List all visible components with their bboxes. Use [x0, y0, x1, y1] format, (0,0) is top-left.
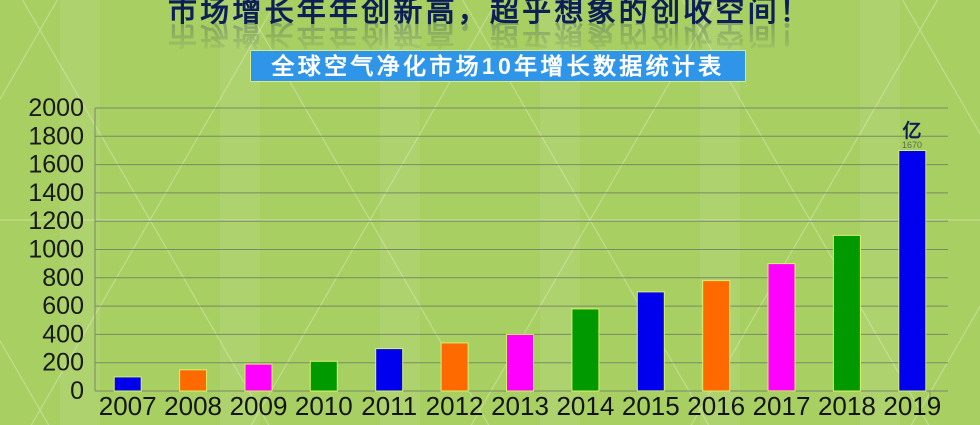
svg-text:2000: 2000: [28, 94, 84, 122]
svg-text:2017: 2017: [753, 391, 811, 421]
svg-text:2018: 2018: [818, 391, 876, 421]
svg-text:400: 400: [42, 320, 84, 348]
svg-text:2011: 2011: [361, 391, 417, 421]
svg-text:1600: 1600: [28, 151, 84, 179]
svg-text:亿: 亿: [902, 119, 921, 142]
svg-text:1200: 1200: [28, 207, 84, 235]
svg-text:1000: 1000: [28, 236, 84, 264]
svg-text:2010: 2010: [295, 391, 353, 421]
svg-text:2019: 2019: [883, 391, 941, 421]
svg-text:2016: 2016: [687, 391, 745, 421]
svg-text:600: 600: [42, 292, 84, 320]
svg-text:2015: 2015: [622, 391, 680, 421]
svg-text:0: 0: [70, 377, 84, 405]
svg-text:2009: 2009: [230, 391, 288, 421]
svg-text:200: 200: [42, 349, 84, 377]
svg-text:1670: 1670: [902, 140, 922, 150]
svg-text:1800: 1800: [28, 122, 84, 150]
svg-text:2013: 2013: [491, 391, 549, 421]
svg-text:1400: 1400: [28, 179, 84, 207]
svg-text:2014: 2014: [556, 391, 614, 421]
svg-text:2008: 2008: [164, 391, 222, 421]
svg-text:800: 800: [42, 264, 84, 292]
svg-text:2007: 2007: [99, 391, 157, 421]
svg-text:2012: 2012: [426, 391, 484, 421]
